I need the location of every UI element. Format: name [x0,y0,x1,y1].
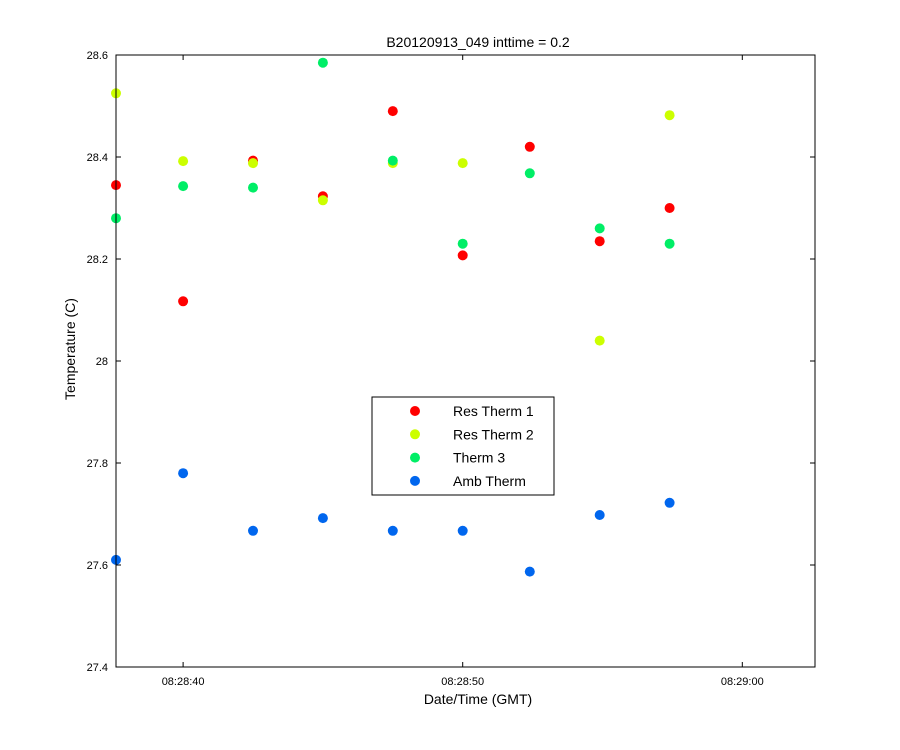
data-point [178,181,189,192]
data-point [524,168,535,179]
data-points [111,57,675,577]
legend-label: Res Therm 1 [453,403,534,419]
data-point [594,223,605,234]
data-point [524,566,535,577]
legend-marker [410,475,420,486]
y-tick-label: 28 [96,356,108,368]
axis-ticks: 27.4 27.6 27.8 28 28.2 28.4 28.6 08:28:40 08:28:… [87,50,815,688]
data-point [387,155,398,166]
data-point [594,335,605,346]
data-point [664,110,675,121]
data-point [457,525,468,536]
legend-marker [410,406,420,416]
y-tick-label: 27.8 [87,458,108,470]
data-point [457,238,468,249]
y-axis-title: Temperature (C) [62,298,78,400]
legend-label: Therm 3 [453,450,505,466]
y-tick-label: 28.6 [87,50,108,62]
x-axis-title: Date/Time (GMT) [424,691,532,707]
x-tick-label: 08:28:50 [441,676,484,688]
data-point [594,236,605,247]
y-tick-label: 27.4 [87,662,108,674]
legend-box [371,396,555,496]
x-tick-label: 08:28:40 [162,676,205,688]
data-point [178,468,189,479]
data-point [664,238,675,249]
y-tick-label: 27.6 [87,560,108,572]
data-point [178,156,189,167]
data-point [317,57,328,68]
data-point [248,158,258,169]
data-point [317,195,328,206]
x-tick-label: 08:29:00 [721,676,764,688]
data-point [664,203,675,213]
data-point [387,525,398,536]
data-point [248,182,258,193]
legend-label: Res Therm 2 [453,426,534,442]
data-point [178,296,189,307]
data-point [387,106,398,117]
data-point [594,510,605,520]
data-point [317,513,328,524]
data-point [248,525,258,536]
y-tick-label: 28.2 [87,254,108,266]
legend-marker [410,429,420,440]
data-point [524,141,535,152]
y-tick-label: 28.4 [87,152,108,164]
data-point [664,497,675,508]
data-point [457,250,468,261]
legend: Res Therm 1 Res Therm 2 Therm 3 Amb Therm [371,396,555,496]
data-point [457,158,468,169]
legend-label: Amb Therm [453,473,526,489]
chart-title: B20120913_049 inttime = 0.2 [386,34,570,50]
legend-marker [410,452,420,463]
